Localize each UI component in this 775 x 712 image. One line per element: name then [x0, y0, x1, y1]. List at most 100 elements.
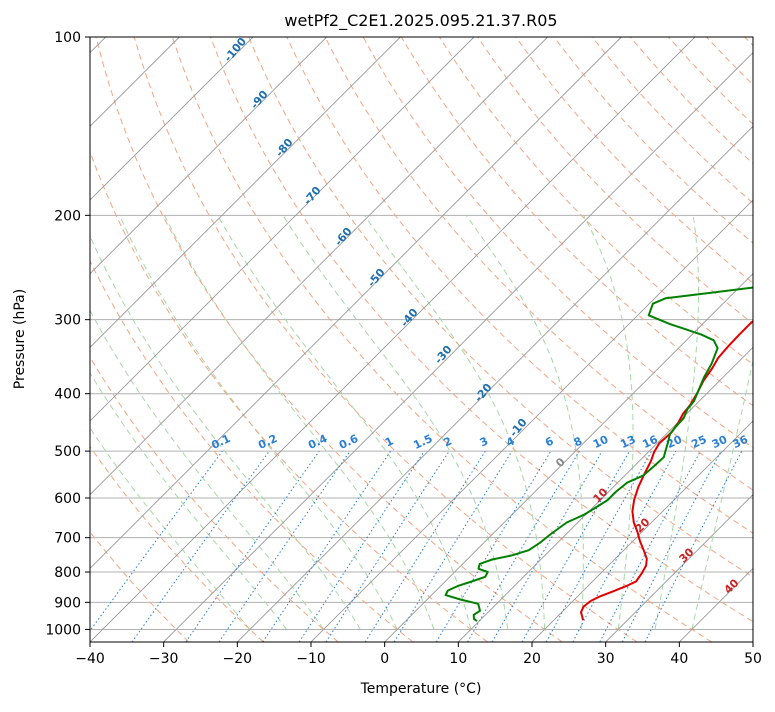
x-axis-label: Temperature (°C)	[360, 681, 482, 697]
mixing-ratio-line	[522, 451, 629, 642]
chart-title: wetPf2_C2E1.2025.095.21.37.R05	[284, 11, 557, 31]
mixing-ratio-line	[219, 451, 350, 642]
y-tick-label: 700	[54, 531, 81, 547]
x-tick-label: 40	[670, 651, 688, 667]
moist-adiabat-label: 10	[591, 485, 611, 505]
y-tick-label: 400	[54, 387, 81, 403]
x-tick-label: −10	[296, 651, 326, 667]
moist-adiabat-line	[81, 215, 360, 629]
moist-adiabat-line	[0, 215, 250, 629]
y-tick-label: 300	[54, 313, 81, 329]
moist-adiabat-line	[218, 215, 471, 629]
mixing-ratio-label: 3	[478, 434, 490, 449]
isotherm-line	[753, 37, 775, 642]
dry-adiabat-label: -50	[365, 266, 388, 290]
isotherm-line	[0, 37, 253, 642]
dry-adiabat-label: -100	[221, 35, 249, 65]
isotherm-line	[385, 37, 775, 642]
mixing-ratio-label: 8	[572, 434, 584, 449]
temperature-profile-line	[581, 37, 775, 620]
x-tick-label: 30	[597, 651, 615, 667]
moist-adiabat-label: 40	[722, 576, 742, 596]
y-tick-label: 200	[54, 208, 81, 224]
y-tick-label: 1000	[45, 622, 81, 638]
mixing-ratio-label: 1.5	[411, 432, 434, 452]
y-tick-label: 900	[54, 595, 81, 611]
mixing-ratio-line	[82, 451, 223, 642]
moist-adiabat-label: 0	[553, 455, 568, 470]
x-axis-ticks: −40 −30 −20 −10 0 10 20 30 40 50	[75, 642, 762, 667]
plot-frame	[90, 37, 753, 642]
y-tick-label: 100	[54, 30, 81, 46]
moist-adiabat-line	[283, 215, 508, 629]
isotherm-line	[0, 37, 548, 642]
dry-adiabat-label: -60	[332, 225, 355, 249]
moist-adiabat-line	[692, 215, 775, 629]
isotherms	[0, 37, 775, 642]
dry-adiabat-line	[0, 37, 338, 642]
x-tick-label: −20	[223, 651, 253, 667]
mixing-ratio-label: 10	[591, 433, 611, 451]
mixing-ratio-line	[326, 451, 449, 642]
dry-adiabat-label: -20	[472, 381, 495, 405]
isotherm-line	[679, 37, 775, 642]
y-axis-ticks: 100 200 300 400 500 600 700 800 900 1000	[45, 30, 90, 638]
dry-adiabat-line	[58, 37, 488, 642]
dry-adiabat-line	[0, 37, 189, 642]
dry-adiabat-label: -30	[432, 343, 455, 367]
isotherm-line	[532, 37, 775, 642]
isotherm-line	[0, 37, 400, 642]
moist-adiabat-line	[120, 215, 398, 629]
y-tick-label: 800	[54, 565, 81, 581]
mixing-ratio-label: 13	[618, 433, 637, 451]
dry-adiabat-line	[96, 37, 562, 642]
moist-adiabat-label: 30	[677, 545, 697, 565]
dry-adiabat-line	[554, 37, 775, 642]
x-tick-label: 20	[523, 651, 541, 667]
mixing-ratio-label: 0.4	[306, 432, 329, 452]
x-tick-label: −40	[75, 651, 105, 667]
dry-adiabat-line	[745, 37, 775, 642]
dry-adiabat-line	[707, 37, 775, 642]
isotherm-line	[458, 37, 775, 642]
dry-adiabat-line	[516, 37, 775, 642]
dry-adiabat-label: -70	[301, 184, 324, 208]
mixing-ratio-label: 0.1	[209, 432, 232, 452]
isotherm-line	[0, 37, 474, 642]
moist-adiabat-line	[47, 215, 324, 629]
isotherm-line	[164, 37, 769, 642]
dry-adiabats	[0, 37, 775, 642]
y-tick-label: 600	[54, 491, 81, 507]
dry-adiabat-label: -90	[248, 88, 271, 112]
y-tick-label: 500	[54, 444, 81, 460]
x-tick-label: 10	[449, 651, 467, 667]
isotherm-line	[0, 37, 327, 642]
mixing-ratio-label: 0.2	[256, 432, 279, 452]
mixing-ratio-line	[573, 451, 676, 642]
mixing-ratio-label: 1	[383, 434, 395, 449]
dry-adiabat-line	[134, 37, 637, 642]
y-axis-label: Pressure (hPa)	[12, 289, 28, 389]
x-tick-label: 0	[380, 651, 389, 667]
dry-adiabat-label: -80	[273, 136, 296, 160]
isotherm-line	[237, 37, 775, 642]
mixing-ratio-line	[365, 451, 485, 642]
isotherm-line	[90, 37, 695, 642]
mixing-ratio-label: 6	[543, 434, 556, 449]
pressure-gridlines	[90, 37, 753, 629]
dry-adiabat-line	[0, 37, 264, 642]
mixing-ratio-line	[263, 451, 391, 642]
x-tick-label: −30	[149, 651, 179, 667]
dry-adiabat-label: -40	[398, 306, 421, 330]
moist-adiabat-line	[655, 215, 698, 629]
dewpoint-profile-line	[446, 37, 775, 621]
x-tick-label: 50	[744, 651, 762, 667]
mixing-ratio-label: 25	[689, 433, 708, 451]
profile-series	[446, 37, 775, 621]
mixing-ratio-label: 30	[710, 433, 730, 451]
dry-adiabat-line	[20, 37, 413, 642]
